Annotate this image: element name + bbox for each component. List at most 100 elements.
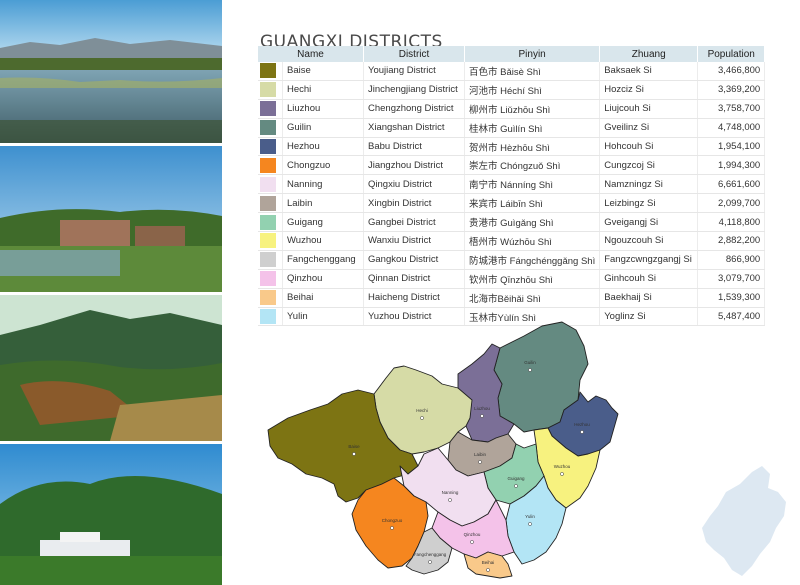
cell-name: Guilin: [282, 118, 364, 138]
cell-zhuang: Ngouzcouh Si: [599, 231, 699, 251]
color-swatch-cell: [258, 193, 283, 214]
color-swatch-cell: [258, 118, 283, 138]
cell-population: 6,661,600: [697, 174, 766, 195]
table-row: Baise Youjiang District 百色市 Bǎisè Shì Baksa…: [258, 62, 766, 81]
map-label-liuzhou: Liuzhou: [474, 406, 490, 411]
cell-population: 1,994,300: [697, 155, 766, 176]
city-marker-icon: [448, 498, 452, 502]
map-label-fangchenggang: Fangchenggang: [414, 552, 447, 557]
color-swatch-cell: [258, 80, 283, 100]
map-label-wuzhou: Wuzhou: [554, 464, 571, 469]
cell-name: Laibin: [282, 193, 364, 214]
cell-zhuang: Hozciz Si: [599, 80, 699, 100]
cell-population: 3,758,700: [697, 99, 766, 119]
table-row: Laibin Xingbin District 来宾市 Láibīn Shì Leiz…: [258, 193, 766, 214]
cell-name: Qinzhou: [282, 269, 364, 289]
color-swatch: [260, 63, 276, 79]
map-region-fangchenggang: [405, 527, 453, 575]
table-row: Qinzhou Qinnan District 钦州市 Qīnzhōu Shì Gin…: [258, 269, 766, 289]
cell-population: 4,748,000: [697, 118, 766, 138]
color-swatch: [260, 233, 276, 249]
cell-name: Fangchenggang: [282, 250, 364, 270]
cell-district: Youjiang District: [363, 62, 465, 81]
districts-table: Name District Pinyin Zhuang Population B…: [258, 46, 766, 327]
cell-pinyin: 钦州市 Qīnzhōu Shì: [464, 269, 601, 289]
column-header-zhuang: Zhuang: [599, 46, 699, 62]
cell-population: 1,539,300: [697, 288, 766, 308]
cell-pinyin: 来宾市 Láibīn Shì: [464, 193, 601, 214]
cell-zhuang: Baksaek Si: [599, 62, 699, 81]
color-swatch-cell: [258, 288, 283, 308]
lake-landscape-photo: [0, 0, 222, 143]
map-label-guigang: Guigang: [507, 476, 525, 481]
cell-zhuang: Gveigangj Si: [599, 212, 699, 233]
village-landscape-photo: [0, 146, 222, 292]
cell-district: Babu District: [363, 137, 465, 157]
cell-district: Haicheng District: [363, 288, 465, 308]
map-label-chongzuo: Chongzuo: [382, 518, 403, 523]
color-swatch-cell: [258, 212, 283, 233]
cell-pinyin: 防城港市 Fángchénggǎng Shì: [464, 250, 601, 270]
table-row: Guigang Gangbei District 贵港市 Guìgǎng Shì Gv…: [258, 212, 766, 233]
color-swatch-cell: [258, 137, 283, 157]
cell-district: Gangbei District: [363, 212, 465, 233]
city-marker-icon: [390, 526, 394, 530]
cell-zhuang: Ginhcouh Si: [599, 269, 699, 289]
map-label-beihai: Beihai: [482, 560, 495, 565]
column-header-pinyin: Pinyin: [464, 46, 601, 62]
table-row: Beihai Haicheng District 北海市Běihǎi Shì Baek…: [258, 288, 766, 308]
cell-district: Wanxiu District: [363, 231, 465, 251]
cell-zhuang: Yoglinz Si: [599, 307, 699, 327]
color-swatch: [260, 176, 276, 192]
cell-population: 866,900: [697, 250, 766, 270]
map-region-guigang: [483, 443, 545, 505]
color-swatch-cell: [258, 231, 283, 251]
cell-population: 3,466,800: [697, 62, 766, 81]
cell-population: 2,882,200: [697, 231, 766, 251]
table-header-row: Name District Pinyin Zhuang Population: [258, 46, 766, 62]
cell-district: Yuzhou District: [363, 307, 465, 327]
cell-district: Jinchengjiang District: [363, 80, 465, 100]
map-label-hezhou: Hezhou: [574, 422, 590, 427]
cell-population: 1,954,100: [697, 137, 766, 157]
table-row: Wuzhou Wanxiu District 梧州市 Wúzhōu Shì Ngouz…: [258, 231, 766, 251]
table-row: Nanning Qingxiu District 南宁市 Nánníng Shì Na…: [258, 174, 766, 195]
color-swatch: [260, 120, 276, 136]
city-marker-icon: [560, 472, 564, 476]
cell-name: Nanning: [282, 174, 364, 195]
city-marker-icon: [470, 540, 474, 544]
cell-pinyin: 河池市 Héchí Shì: [464, 80, 601, 100]
color-swatch-cell: [258, 250, 283, 270]
color-swatch-cell: [258, 269, 283, 289]
cell-name: Guigang: [282, 212, 364, 233]
color-swatch: [260, 195, 276, 211]
color-swatch-cell: [258, 174, 283, 195]
cell-name: Chongzuo: [282, 155, 364, 176]
cell-name: Hezhou: [282, 137, 364, 157]
table-row: Liuzhou Chengzhong District 柳州市 Liǔzhōu Sh…: [258, 99, 766, 119]
cell-population: 2,099,700: [697, 193, 766, 214]
color-swatch: [260, 290, 276, 306]
map-label-baise: Baise: [348, 444, 360, 449]
cell-name: Liuzhou: [282, 99, 364, 119]
color-swatch: [260, 157, 276, 173]
cell-pinyin: 南宁市 Nánníng Shì: [464, 174, 601, 195]
color-swatch: [260, 101, 276, 117]
color-swatch: [260, 214, 276, 230]
map-label-yulin: Yulin: [525, 514, 535, 519]
color-swatch: [260, 252, 276, 268]
city-marker-icon: [528, 522, 532, 526]
table-row: Yulin Yuzhou District 玉林市Yùlín Shì Yoglinz …: [258, 307, 766, 327]
cell-zhuang: Cungzcoj Si: [599, 155, 699, 176]
table-body: Baise Youjiang District 百色市 Bǎisè Shì Baksa…: [258, 62, 766, 327]
cell-name: Baise: [282, 62, 364, 81]
cell-population: 4,118,800: [697, 212, 766, 233]
map-region-nanning: [399, 447, 497, 527]
cell-pinyin: 贺州市 Hèzhōu Shì: [464, 137, 601, 157]
city-marker-icon: [478, 460, 482, 464]
cell-pinyin: 桂林市 Guìlín Shì: [464, 118, 601, 138]
color-swatch: [260, 309, 276, 325]
cell-pinyin: 崇左市 Chóngzuǒ Shì: [464, 155, 601, 176]
color-swatch-cell: [258, 155, 283, 176]
guangxi-locator-icon: [702, 466, 786, 576]
